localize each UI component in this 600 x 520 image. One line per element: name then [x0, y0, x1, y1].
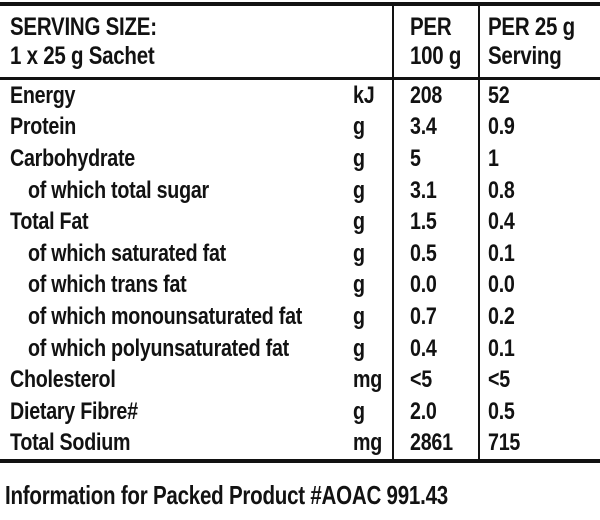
row-value-per-25g: 0.4 [488, 208, 515, 236]
row-label: Dietary Fibre# [10, 397, 138, 425]
row-label: Total Fat [10, 208, 89, 236]
row-label: of which total sugar [28, 176, 209, 204]
table-body: Energy kJ 208 52 Protein g 3.4 0.9 Carbo… [0, 80, 600, 459]
row-value-per-25g: 0.8 [488, 176, 515, 204]
table-row: of which polyunsaturated fat g 0.4 0.1 [0, 333, 600, 365]
row-value-per-100g: 3.1 [410, 176, 437, 204]
table-header: SERVING SIZE: 1 x 25 g Sachet PER 100 g … [0, 6, 600, 80]
row-unit: mg [353, 429, 383, 457]
row-value-per-25g: 1 [488, 144, 499, 172]
row-unit: g [353, 302, 365, 330]
row-value-per-100g: 2.0 [410, 397, 437, 425]
row-value-per-25g: 715 [488, 429, 521, 457]
serving-size-title: SERVING SIZE: [10, 12, 157, 41]
row-value-per-100g: 0.4 [410, 334, 437, 362]
row-unit: g [353, 334, 365, 362]
table-row: of which saturated fat g 0.5 0.1 [0, 238, 600, 270]
row-value-per-100g: 208 [410, 81, 443, 109]
table-row: Total Sodium mg 2861 715 [0, 428, 600, 460]
row-unit: g [353, 397, 365, 425]
serving-size-header: SERVING SIZE: 1 x 25 g Sachet [0, 6, 392, 77]
row-value-per-100g: <5 [410, 366, 432, 394]
row-label: of which monounsaturated fat [28, 302, 303, 330]
row-value-per-25g: 0.5 [488, 397, 515, 425]
row-label: Energy [10, 81, 76, 109]
row-unit: mg [353, 366, 383, 394]
row-label: Total Sodium [10, 429, 131, 457]
footer-note: Information for Packed Product #AOAC 991… [5, 480, 448, 510]
row-value-per-100g: 0.7 [410, 302, 437, 330]
table-row: Dietary Fibre# g 2.0 0.5 [0, 396, 600, 428]
row-label: of which trans fat [28, 271, 187, 299]
table-row: Protein g 3.4 0.9 [0, 112, 600, 144]
row-label: Carbohydrate [10, 144, 135, 172]
row-value-per-100g: 3.4 [410, 113, 437, 141]
row-value-per-100g: 0.5 [410, 239, 437, 267]
row-value-per-25g: 52 [488, 81, 510, 109]
table-row: of which trans fat g 0.0 0.0 [0, 270, 600, 302]
row-value-per-100g: 1.5 [410, 208, 437, 236]
row-unit: g [353, 176, 365, 204]
table-row: Carbohydrate g 5 1 [0, 143, 600, 175]
row-value-per-100g: 0.0 [410, 271, 437, 299]
col-header-per-100g: PER 100 g [410, 12, 462, 70]
row-unit: g [353, 208, 365, 236]
row-label: of which saturated fat [28, 239, 226, 267]
row-unit: g [353, 144, 365, 172]
table-row: Energy kJ 208 52 [0, 80, 600, 112]
row-value-per-25g: 0.1 [488, 334, 515, 362]
row-label: of which polyunsaturated fat [28, 334, 290, 362]
row-value-per-25g: 0.9 [488, 113, 515, 141]
table-row: Cholesterol mg <5 <5 [0, 364, 600, 396]
table-row: of which monounsaturated fat g 0.7 0.2 [0, 301, 600, 333]
column-divider [478, 6, 480, 460]
row-unit: kJ [353, 81, 375, 109]
row-unit: g [353, 113, 365, 141]
row-label: Cholesterol [10, 366, 116, 394]
nutrition-table: SERVING SIZE: 1 x 25 g Sachet PER 100 g … [0, 2, 600, 464]
row-value-per-25g: <5 [488, 366, 510, 394]
row-unit: g [353, 239, 365, 267]
table-row: Total Fat g 1.5 0.4 [0, 206, 600, 238]
row-value-per-100g: 5 [410, 144, 421, 172]
serving-size-detail: 1 x 25 g Sachet [10, 41, 155, 70]
col-header-per-25g: PER 25 g Serving [488, 12, 575, 70]
row-value-per-100g: 2861 [410, 429, 453, 457]
table-row: of which total sugar g 3.1 0.8 [0, 175, 600, 207]
row-value-per-25g: 0.1 [488, 239, 515, 267]
row-unit: g [353, 271, 365, 299]
row-label: Protein [10, 113, 77, 141]
column-divider [392, 6, 394, 460]
row-value-per-25g: 0.2 [488, 302, 515, 330]
row-value-per-25g: 0.0 [488, 271, 515, 299]
